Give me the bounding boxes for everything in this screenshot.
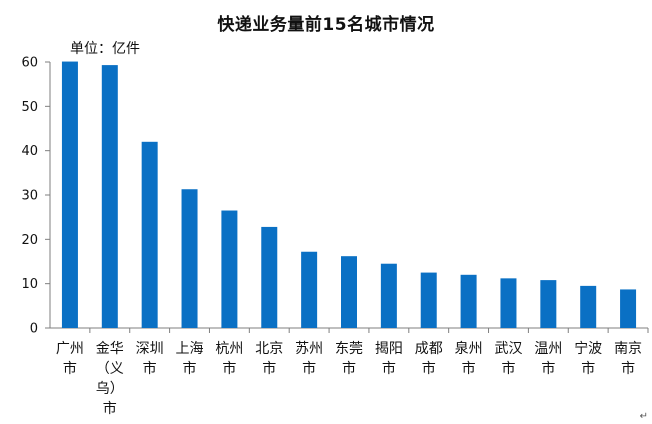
bar bbox=[580, 285, 597, 328]
y-tick-label: 30 bbox=[21, 189, 38, 204]
x-category-label: 金华 bbox=[96, 341, 124, 357]
x-category-label: 上海 bbox=[176, 341, 204, 357]
x-category-label: 市 bbox=[621, 360, 635, 377]
x-category-label: 市 bbox=[541, 360, 555, 377]
bar bbox=[620, 289, 637, 328]
y-tick-label: 10 bbox=[21, 277, 38, 292]
x-category-label: 杭州 bbox=[215, 341, 243, 357]
chart-title: 快递业务量前15名城市情况 bbox=[217, 15, 435, 35]
x-category-label: 泉州 bbox=[455, 340, 483, 357]
bar bbox=[221, 210, 238, 328]
bar bbox=[341, 256, 357, 328]
bar bbox=[261, 226, 278, 328]
x-category-label: 市 bbox=[422, 360, 436, 377]
x-category-label: 市 bbox=[222, 360, 236, 377]
x-category-label: 市 bbox=[103, 400, 117, 417]
bar bbox=[61, 61, 78, 328]
bar bbox=[380, 263, 397, 328]
x-category-label: 南京 bbox=[614, 341, 642, 357]
unit-label: 单位：亿件 bbox=[70, 41, 140, 57]
x-category-label: 苏州 bbox=[295, 341, 323, 357]
x-category-label: 市 bbox=[382, 360, 396, 377]
x-category-label: 宁波 bbox=[574, 340, 602, 357]
bar bbox=[101, 65, 118, 328]
x-category-label: 北京 bbox=[255, 341, 283, 357]
x-category-label: 市 bbox=[302, 360, 316, 377]
bar bbox=[141, 141, 158, 328]
bar bbox=[420, 272, 437, 328]
x-category-label: 市 bbox=[342, 360, 356, 377]
y-tick-label: 0 bbox=[30, 322, 38, 337]
x-category-label: 市 bbox=[63, 360, 77, 377]
y-tick-label: 20 bbox=[21, 233, 38, 248]
x-category-label: 市 bbox=[462, 360, 476, 377]
y-tick-label: 60 bbox=[21, 56, 38, 71]
bar bbox=[301, 251, 318, 328]
x-category-label: 市 bbox=[183, 360, 197, 377]
x-category-label: 成都 bbox=[415, 341, 443, 357]
bar bbox=[500, 278, 517, 328]
x-category-label: 广州 bbox=[56, 341, 84, 357]
x-category-label: 乌） bbox=[96, 381, 124, 397]
bar bbox=[460, 274, 477, 328]
x-category-label: 市 bbox=[581, 360, 595, 377]
y-tick-label: 40 bbox=[21, 144, 38, 159]
bar bbox=[181, 189, 198, 328]
x-category-label: 东莞 bbox=[335, 341, 363, 357]
x-category-label: （义 bbox=[96, 361, 124, 377]
x-category-label: 市 bbox=[501, 360, 515, 377]
x-category-label: 市 bbox=[143, 360, 157, 377]
bar bbox=[540, 280, 557, 328]
x-category-label: 温州 bbox=[534, 341, 562, 357]
x-category-label: 武汉 bbox=[494, 341, 522, 357]
x-category-label: 深圳 bbox=[136, 341, 164, 357]
x-category-label: 揭阳 bbox=[375, 341, 403, 357]
y-tick-label: 50 bbox=[21, 100, 38, 115]
x-category-label: 市 bbox=[262, 360, 276, 377]
paragraph-mark: ↵ bbox=[639, 411, 648, 422]
